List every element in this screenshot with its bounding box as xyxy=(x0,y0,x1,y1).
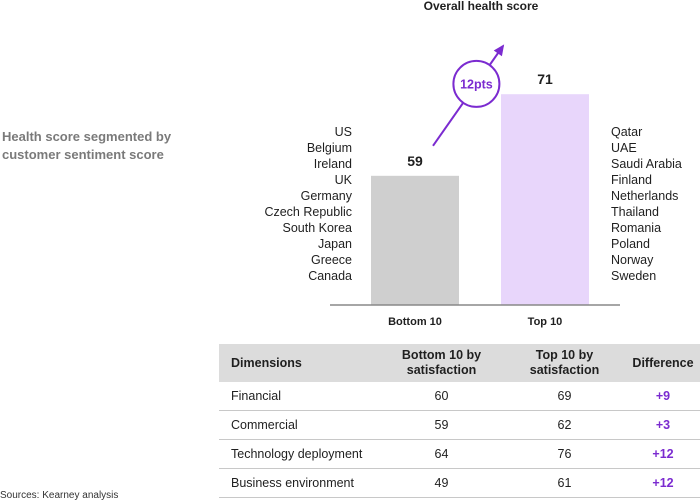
country-name: US xyxy=(334,125,352,139)
country-name: Canada xyxy=(308,269,352,283)
difference-header: Difference xyxy=(632,355,694,370)
country-name: Finland xyxy=(611,173,652,187)
country-name: Sweden xyxy=(611,269,657,283)
header-line: Top 10 by xyxy=(535,348,594,362)
table-row: Financial 60 69 +9 xyxy=(219,382,700,411)
dimension-cell: Technology deployment xyxy=(219,439,380,469)
dimension-cell: Business environment xyxy=(219,468,380,498)
country-name: Poland xyxy=(611,237,650,251)
bar xyxy=(371,175,459,305)
country-name: Norway xyxy=(611,253,654,267)
country-name: Germany xyxy=(300,189,352,203)
category-label: Bottom 10 xyxy=(388,316,442,328)
country-name: Czech Republic xyxy=(264,205,352,219)
country-name: South Korea xyxy=(282,221,353,235)
country-name: Saudi Arabia xyxy=(611,157,682,171)
difference-cell: +3 xyxy=(626,410,700,440)
difference-cell: +12 xyxy=(626,468,700,498)
bottom-10-header: Bottom 10 by satisfaction xyxy=(380,344,503,382)
header-line: satisfaction xyxy=(406,363,477,377)
bottom-10-cell: 49 xyxy=(380,468,503,498)
country-name: Japan xyxy=(317,237,352,251)
bar xyxy=(501,94,589,305)
annotation-label: 12pts xyxy=(460,77,493,91)
bar-value-label: 71 xyxy=(537,71,553,87)
dimension-cell: Financial xyxy=(219,382,380,411)
bottom-10-cell: 64 xyxy=(380,439,503,469)
top-10-cell: 62 xyxy=(503,410,626,440)
bar-value-label: 59 xyxy=(407,153,423,169)
country-name: Greece xyxy=(311,253,352,267)
header-line: Bottom 10 by xyxy=(401,348,482,362)
top-10-header: Top 10 by satisfaction xyxy=(503,344,626,382)
annotation-circle xyxy=(452,59,501,108)
table-header-row: Dimensions Bottom 10 by satisfaction Top… xyxy=(219,344,700,382)
segment-label: Health score segmented by customer senti… xyxy=(2,129,172,162)
difference-cell: +12 xyxy=(626,439,700,469)
top-10-cell: 61 xyxy=(503,468,626,498)
country-name: Ireland xyxy=(313,157,352,171)
chart-title: Overall health score xyxy=(423,0,539,13)
table-row: Commercial 59 62 +3 xyxy=(219,410,700,440)
health-score-bar-chart: 59 Bottom 10 71 Top 10 12pts xyxy=(330,44,620,328)
top-10-cell: 76 xyxy=(503,439,626,469)
difference-cell: +9 xyxy=(626,382,700,411)
arrowhead-icon xyxy=(493,44,505,57)
top-10-cell: 69 xyxy=(503,382,626,411)
country-name: Netherlands xyxy=(611,189,679,203)
country-name: Belgium xyxy=(306,141,352,155)
header-line: satisfaction xyxy=(529,363,600,377)
table-row: Technology deployment 64 76 +12 xyxy=(219,439,700,469)
country-name: UAE xyxy=(611,141,637,155)
source-note: Sources: Kearney analysis xyxy=(0,490,119,501)
country-name: Romania xyxy=(611,221,662,235)
bottom-10-cell: 59 xyxy=(380,410,503,440)
category-label: Top 10 xyxy=(528,316,563,328)
top-10-country-list: Qatar UAE Saudi Arabia Finland Netherlan… xyxy=(611,124,700,284)
table-row: Business environment 49 61 +12 xyxy=(219,468,700,498)
dimension-cell: Commercial xyxy=(219,410,380,440)
country-name: Thailand xyxy=(611,205,659,219)
country-name: UK xyxy=(334,173,352,187)
dimensions-header: Dimensions xyxy=(231,355,302,370)
dimensions-table: Dimensions Bottom 10 by satisfaction Top… xyxy=(219,344,700,498)
bottom-10-country-list: US Belgium Ireland UK Germany Czech Repu… xyxy=(200,124,352,284)
bottom-10-cell: 60 xyxy=(380,382,503,411)
country-name: Qatar xyxy=(611,125,643,139)
